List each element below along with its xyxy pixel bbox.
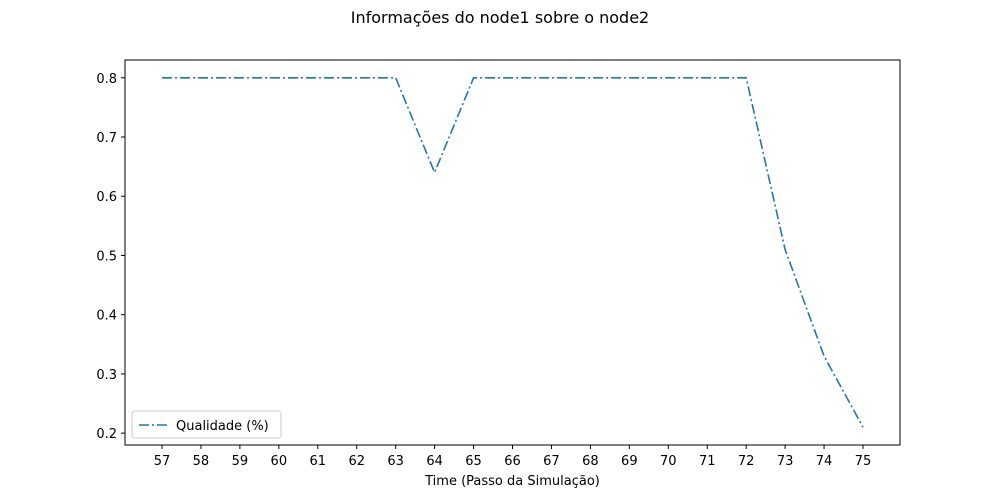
legend: Qualidade (%) <box>131 410 282 439</box>
y-tick-label: 0.2 <box>96 427 117 442</box>
x-tick-label: 57 <box>154 454 171 469</box>
legend-box <box>131 410 282 439</box>
x-axis: 57 58 59 60 61 62 63 64 65 66 67 68 69 70 71 72 73 74 75 <box>154 445 872 469</box>
y-tick-label: 0.7 <box>96 131 117 146</box>
x-tick-label: 71 <box>699 454 716 469</box>
x-tick-label: 64 <box>426 454 443 469</box>
x-tick-label: 72 <box>738 454 755 469</box>
x-tick-label: 68 <box>582 454 599 469</box>
x-tick-label: 61 <box>310 454 327 469</box>
x-tick-label: 65 <box>465 454 482 469</box>
legend-label: Qualidade (%) <box>176 419 269 434</box>
x-tick-label: 70 <box>660 454 677 469</box>
x-tick-label: 69 <box>621 454 638 469</box>
y-tick-label: 0.5 <box>96 249 117 264</box>
plot-area <box>125 60 900 445</box>
y-tick-label: 0.8 <box>96 72 117 87</box>
x-axis-label: Time (Passo da Simulação) <box>424 474 600 489</box>
y-tick-label: 0.4 <box>96 309 117 324</box>
x-tick-label: 58 <box>193 454 210 469</box>
y-axis: 0.2 0.3 0.4 0.5 0.6 0.7 0.8 <box>96 72 125 442</box>
x-tick-label: 60 <box>271 454 288 469</box>
x-tick-label: 63 <box>387 454 404 469</box>
x-tick-label: 66 <box>504 454 521 469</box>
plot-frame <box>124 59 901 446</box>
x-tick-label: 75 <box>855 454 872 469</box>
y-tick-label: 0.6 <box>96 190 117 205</box>
series-layer <box>162 77 864 428</box>
chart-title: Informações do node1 sobre o node2 <box>351 8 649 27</box>
x-tick-label: 73 <box>777 454 794 469</box>
x-tick-label: 59 <box>232 454 249 469</box>
x-tick-label: 62 <box>348 454 365 469</box>
x-tick-label: 74 <box>816 454 833 469</box>
y-tick-label: 0.3 <box>96 368 117 383</box>
series-line <box>162 77 864 428</box>
x-tick-label: 67 <box>543 454 560 469</box>
